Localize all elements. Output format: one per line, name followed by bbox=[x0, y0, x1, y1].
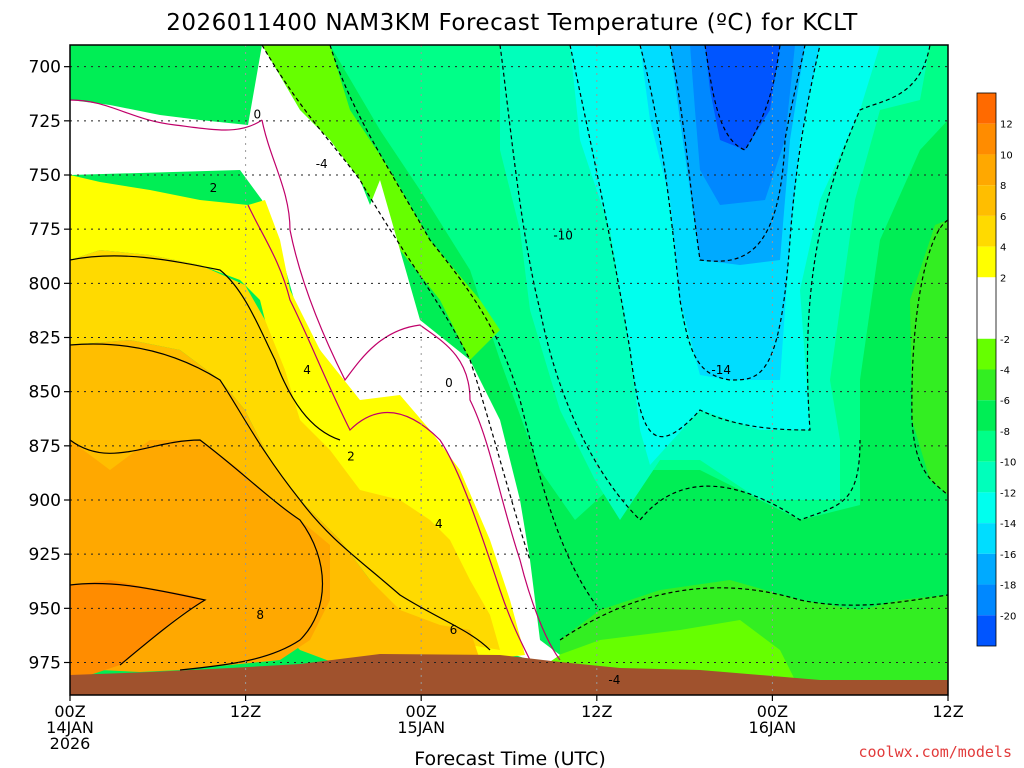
colorbar-swatch bbox=[977, 615, 996, 646]
colorbar-swatch bbox=[977, 215, 996, 247]
colorbar-label: -12 bbox=[1000, 488, 1016, 499]
contour-label: 4 bbox=[303, 363, 311, 377]
colorbar-swatch bbox=[977, 461, 996, 493]
colorbar-label: -16 bbox=[1000, 550, 1016, 561]
x-tick-label: 00Z bbox=[54, 702, 85, 721]
contour-label: -4 bbox=[608, 673, 620, 687]
contour-label: 2 bbox=[210, 181, 218, 195]
chart-title: 2026011400 NAM3KM Forecast Temperature (… bbox=[166, 10, 858, 36]
y-tick-label: 750 bbox=[29, 166, 61, 186]
contour-line-cold-i bbox=[559, 587, 948, 641]
y-axis: 700 725 750 775 800 825 850 875 900 925 950 975 bbox=[29, 58, 70, 674]
plot-area bbox=[70, 45, 948, 695]
contour-label: -10 bbox=[553, 229, 573, 243]
colorbar-swatch bbox=[977, 584, 996, 616]
contour-zero-lower bbox=[261, 119, 561, 661]
contour-line-cold-h bbox=[911, 219, 948, 496]
contour-label: -14 bbox=[711, 363, 731, 377]
colorbar-label: -8 bbox=[1000, 427, 1010, 438]
y-tick-label: 725 bbox=[29, 112, 61, 132]
contour-label: -4 bbox=[316, 157, 328, 171]
colorbar-swatch bbox=[977, 338, 996, 370]
colorbar-swatch bbox=[977, 246, 996, 278]
contour-line-cold-f bbox=[669, 45, 806, 262]
x-tick-label: 2026 bbox=[50, 734, 91, 753]
x-tick-label: 12Z bbox=[581, 702, 612, 721]
contour-line-warm-c bbox=[70, 439, 324, 671]
y-tick-label: 950 bbox=[29, 599, 61, 619]
plot-frame bbox=[69, 44, 949, 696]
colorbar-swatch bbox=[977, 185, 996, 216]
colorbar-label: -14 bbox=[1000, 519, 1016, 530]
colorbar-label: 12 bbox=[1000, 120, 1013, 131]
colorbar-label: 2 bbox=[1000, 273, 1006, 284]
y-tick-label: 850 bbox=[29, 383, 61, 403]
contour-line-cold-e bbox=[639, 45, 821, 381]
x-tick-label: 12Z bbox=[230, 702, 261, 721]
colorbar-label: 6 bbox=[1000, 212, 1006, 223]
colorbar-label: -2 bbox=[1000, 335, 1010, 346]
y-tick-label: 700 bbox=[29, 58, 61, 78]
terrain-surface bbox=[70, 654, 948, 695]
colorbar-swatch bbox=[977, 369, 996, 401]
region-4-to-6 bbox=[70, 250, 500, 650]
contour-line-warm-b bbox=[70, 343, 491, 651]
colorbar-swatch bbox=[977, 523, 996, 554]
contour-label: 0 bbox=[445, 376, 453, 390]
y-tick-label: 800 bbox=[29, 274, 61, 294]
x-tick-label: 00Z bbox=[406, 702, 437, 721]
contour-line-warm-d bbox=[70, 582, 207, 666]
colorbar-label: -10 bbox=[1000, 458, 1016, 469]
colorbar-frame bbox=[976, 92, 997, 647]
region-minus-20 bbox=[705, 45, 780, 150]
y-tick-label: 875 bbox=[29, 437, 61, 457]
contour-line-cold-a bbox=[261, 45, 531, 561]
x-tick-label: 15JAN bbox=[397, 718, 445, 737]
colorbar-label: -4 bbox=[1000, 366, 1010, 377]
colorbar-swatch bbox=[977, 123, 996, 155]
x-tick-label: 12Z bbox=[932, 702, 963, 721]
colorbar-swatch bbox=[977, 93, 996, 124]
colorbar-label: 4 bbox=[1000, 243, 1006, 254]
contour-zero-upper bbox=[70, 99, 263, 131]
colorbar-swatch bbox=[977, 430, 996, 462]
region-minus-6-right bbox=[910, 220, 948, 495]
colorbar-label: -18 bbox=[1000, 581, 1016, 592]
colorbar-label: 10 bbox=[1000, 150, 1013, 161]
y-tick-label: 925 bbox=[29, 545, 61, 565]
x-tick-label: 00Z bbox=[757, 702, 788, 721]
contour-label: 6 bbox=[450, 623, 458, 637]
colorbar-swatch bbox=[977, 154, 996, 186]
region-10-to-12 bbox=[70, 580, 205, 675]
colorbar-label: -20 bbox=[1000, 611, 1016, 622]
x-tick-label: 16JAN bbox=[749, 718, 797, 737]
x-axis-label: Forecast Time (UTC) bbox=[414, 748, 605, 768]
colorbar-label: -6 bbox=[1000, 396, 1010, 407]
colorbar-swatch bbox=[977, 277, 996, 339]
contour-label: 2 bbox=[347, 450, 355, 464]
contour-label: 4 bbox=[435, 517, 443, 531]
y-tick-label: 975 bbox=[29, 654, 61, 674]
colorbar-swatch bbox=[977, 400, 996, 431]
colorbar-swatch bbox=[977, 492, 996, 524]
contour-line-cold-c bbox=[499, 45, 861, 521]
colorbar-swatch bbox=[977, 553, 996, 585]
contour-label: 0 bbox=[253, 107, 261, 121]
contour-plus2 bbox=[247, 204, 531, 661]
contour-labels: 0 -4 2 -10 -14 4 0 2 4 8 6 -4 bbox=[210, 107, 731, 687]
y-tick-label: 775 bbox=[29, 220, 61, 240]
credit-text: coolwx.com/models bbox=[858, 743, 1012, 761]
contour-label: 8 bbox=[256, 608, 264, 622]
contour-line-warm-a bbox=[70, 255, 341, 441]
contour-lines bbox=[70, 45, 948, 671]
y-tick-label: 900 bbox=[29, 491, 61, 511]
x-tick-label: 14JAN bbox=[46, 718, 94, 737]
contour-line-cold-d bbox=[569, 45, 931, 438]
colorbar: 12 10 8 6 4 2 -2 -4 -6 -8 -10 -12 -14 -16 -18 -20 bbox=[976, 92, 1016, 647]
colorbar-label: 8 bbox=[1000, 181, 1006, 192]
contour-line-cold-b bbox=[329, 45, 601, 611]
y-tick-label: 825 bbox=[29, 329, 61, 349]
